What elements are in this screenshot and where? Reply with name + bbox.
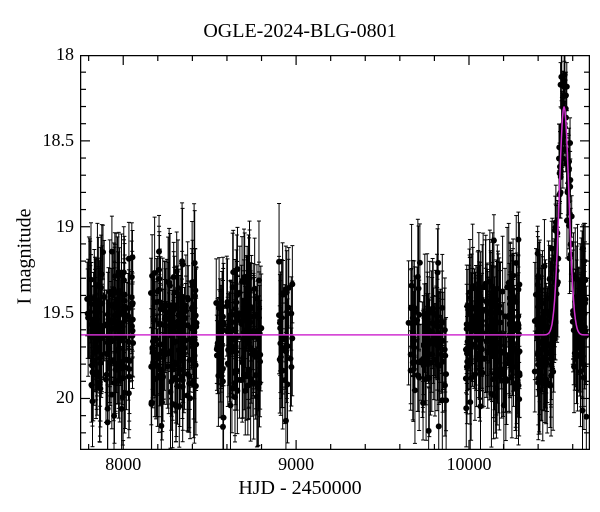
chart-title: OGLE-2024-BLG-0801	[0, 20, 600, 43]
y-tick-label: 20	[56, 387, 74, 408]
y-tick-label: 18	[56, 44, 74, 65]
y-axis-label: I magnitude	[10, 0, 40, 512]
y-tick-label: 19	[56, 216, 74, 237]
x-axis-label: HJD - 2450000	[0, 477, 600, 500]
x-tick-label: 9000	[271, 454, 321, 475]
x-tick-label: 8000	[98, 454, 148, 475]
light-curve-plot	[80, 55, 590, 450]
x-tick-label: 10000	[444, 454, 494, 475]
y-tick-label: 19.5	[43, 302, 75, 323]
y-tick-label: 18.5	[43, 130, 75, 151]
